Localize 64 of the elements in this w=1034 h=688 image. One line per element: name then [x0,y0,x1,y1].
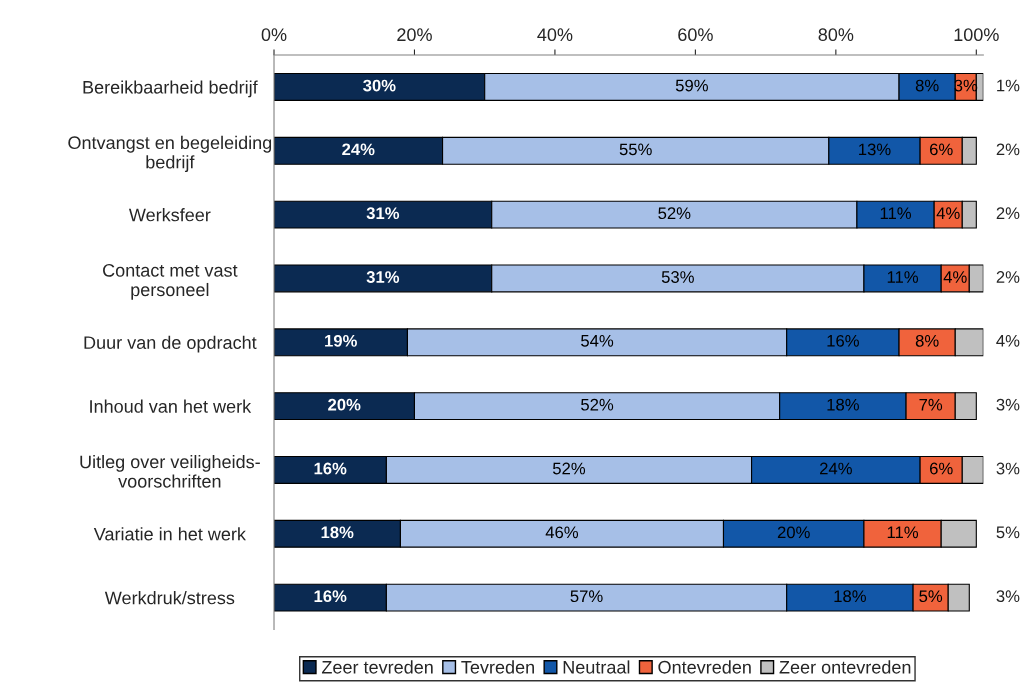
data-label: 31% [366,271,400,283]
data-label: 16% [827,334,859,347]
data-label: 3% [996,398,1020,411]
y-tick-label: Uitleg over veiligheids- voorschriften [80,454,260,488]
data-label: 4% [996,335,1020,347]
data-label: 24% [342,143,375,156]
data-label: 2% [996,143,1020,156]
x-tick-label: 60% [678,28,713,42]
data-label: 52% [552,462,586,475]
data-label: 46% [545,526,579,539]
x-tick-label: 20% [397,28,432,42]
y-tick-label: Werkdruk/stress [104,591,235,605]
data-label: 18% [834,590,866,603]
data-label: 8% [915,334,939,347]
y-tick-label: Variatie in het werk [93,527,246,541]
x-tick-label: 80% [818,28,854,42]
data-label: 57% [570,590,603,603]
data-label: 16% [314,590,347,603]
data-label: 18% [321,526,354,539]
y-tick-label: Contact met vast personeel [103,263,238,300]
data-label: 18% [827,398,859,411]
legend-label: Zeer tevreden [321,660,433,674]
data-label: 11% [880,207,912,220]
x-tick-label: 0% [261,28,287,42]
data-label: 3% [996,590,1020,603]
data-label: 8% [915,79,939,92]
data-label: 20% [328,398,361,411]
data-label: 52% [658,207,691,220]
legend-label: Ontevreden [658,660,751,674]
legend-label: Zeer ontevreden [779,660,911,674]
data-label: 2% [996,207,1020,220]
data-label: 54% [581,335,614,347]
data-label: 13% [859,143,891,156]
data-label: 16% [314,462,347,475]
data-label: 59% [675,79,708,92]
legend-label: Tevreden [461,660,534,674]
data-label: 31% [366,207,400,220]
x-tick-label: 40% [537,28,573,42]
data-label: 11% [887,526,919,539]
y-tick-label: Bereikbaarheid bedrijf [83,80,258,98]
y-tick-label: Ontvangst en begeleiding bedrijf [68,135,272,173]
data-label: 52% [581,398,614,411]
data-label: 4% [936,207,960,220]
data-label: 53% [661,271,694,283]
data-label: 20% [777,526,810,539]
data-label: 30% [363,79,396,92]
data-label: 24% [820,462,852,475]
y-tick-label: Duur van de opdracht [84,335,257,353]
data-label: 55% [619,143,652,156]
data-label: 3% [996,462,1020,475]
x-tick-label: 100% [954,28,999,42]
y-tick-label: Werksfeer [128,208,211,222]
data-label: 6% [930,143,953,156]
data-label: 4% [943,271,967,283]
data-label: 19% [325,334,357,347]
data-label: 5% [919,590,943,603]
data-label: 5% [996,526,1020,539]
data-label: 11% [887,271,919,283]
data-label: 6% [930,462,953,475]
data-label: 2% [996,271,1020,283]
y-tick-label: Inhoud van het werk [90,399,252,413]
data-label: 1% [997,79,1020,92]
legend-label: Neutraal [563,660,630,674]
data-label: 7% [919,398,943,411]
